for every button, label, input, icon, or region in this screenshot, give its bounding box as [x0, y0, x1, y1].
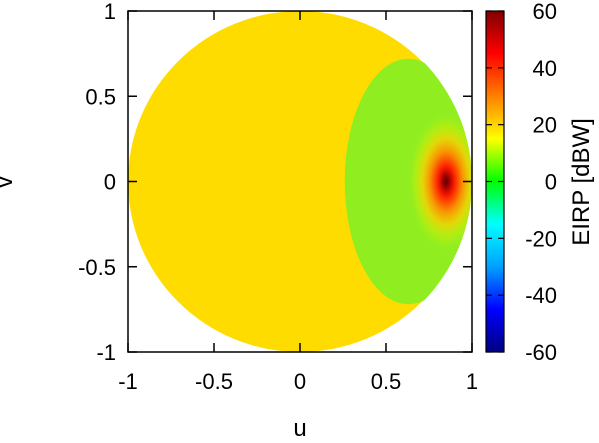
x-tick-label: -0.5: [195, 369, 233, 394]
colorbar-tick-label: -60: [525, 340, 557, 365]
colorbar-tick-label: -40: [525, 283, 557, 308]
y-tick-label: 1: [104, 0, 116, 24]
y-tick-label: 0.5: [85, 84, 116, 109]
colorbar-gradient: [486, 11, 504, 352]
x-tick-label: 0.5: [371, 369, 402, 394]
colorbar-tick-label: 40: [533, 56, 557, 81]
colorbar: -60 -40 -20 0 20 40 60: [485, 0, 557, 365]
peak-hotspot: [406, 109, 472, 254]
plot-area: -1 -0.5 0 0.5 1 -1 -0.5 0 0.5 1: [78, 0, 478, 394]
colorbar-tick-label: 60: [533, 0, 557, 24]
colorbar-label: EIRP [dBW]: [568, 118, 595, 246]
colorbar-tick-label: -20: [525, 226, 557, 251]
y-tick-label: -1: [96, 340, 116, 365]
y-tick-label: 0: [104, 170, 116, 195]
y-axis-label: v: [0, 176, 18, 188]
x-tick-label: -1: [118, 369, 138, 394]
x-tick-label: 0: [294, 369, 306, 394]
colorbar-tick-label: 0: [545, 170, 557, 195]
colorbar-tick-label: 20: [533, 113, 557, 138]
x-axis-label: u: [293, 415, 306, 442]
y-tick-label: -0.5: [78, 255, 116, 280]
coverage-group: [344, 58, 472, 305]
x-tick-label: 1: [466, 369, 478, 394]
